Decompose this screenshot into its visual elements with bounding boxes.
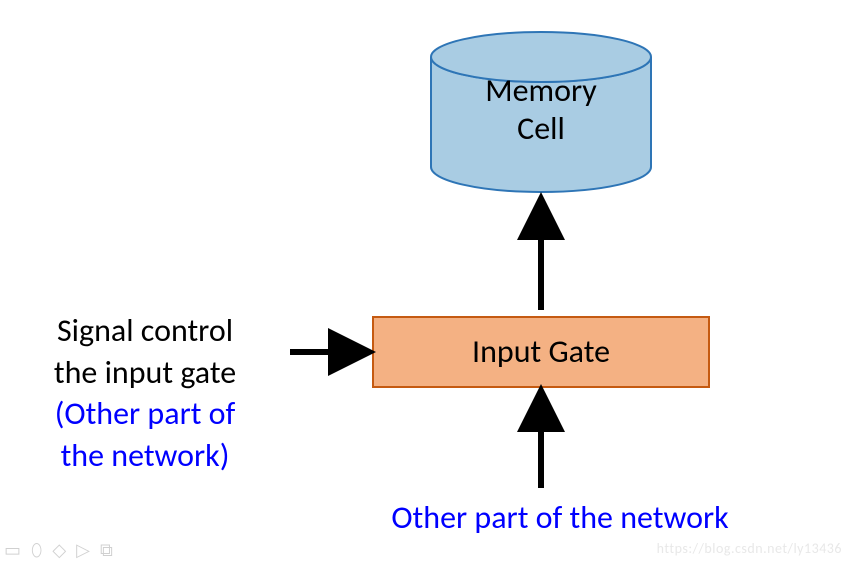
bottom-label: Other part of the network [300, 498, 820, 537]
bottom-label-text: Other part of the network [391, 498, 728, 537]
memory-cell-label-line2: Cell [431, 110, 651, 148]
memory-cell-label-line1: Memory [431, 72, 651, 110]
left-label-line1: Signal control [10, 310, 280, 352]
left-label: Signal control the input gate (Other par… [10, 310, 280, 476]
watermark-text: https://blog.csdn.net/ly13436 [657, 540, 842, 557]
diagram-svg [0, 0, 848, 567]
left-label-line3: (Other part of [10, 393, 280, 435]
watermark: https://blog.csdn.net/ly13436 [657, 540, 842, 557]
input-gate-label-text: Input Gate [472, 332, 610, 371]
left-label-line4: the network) [10, 435, 280, 477]
ghost-toolbar: ▭ ⬯ ◇ ▷ ⧉ [4, 539, 113, 561]
ghost-icon-1: ▭ [4, 539, 21, 561]
ghost-icon-3: ◇ [52, 539, 66, 561]
ghost-icon-5: ⧉ [100, 539, 113, 561]
ghost-icon-4: ▷ [76, 539, 90, 561]
memory-cell-label: Memory Cell [431, 72, 651, 149]
left-label-line2: the input gate [10, 352, 280, 394]
ghost-icon-2: ⬯ [31, 539, 42, 561]
diagram-stage: Memory Cell Input Gate Signal control th… [0, 0, 848, 567]
input-gate-label: Input Gate [373, 332, 709, 371]
